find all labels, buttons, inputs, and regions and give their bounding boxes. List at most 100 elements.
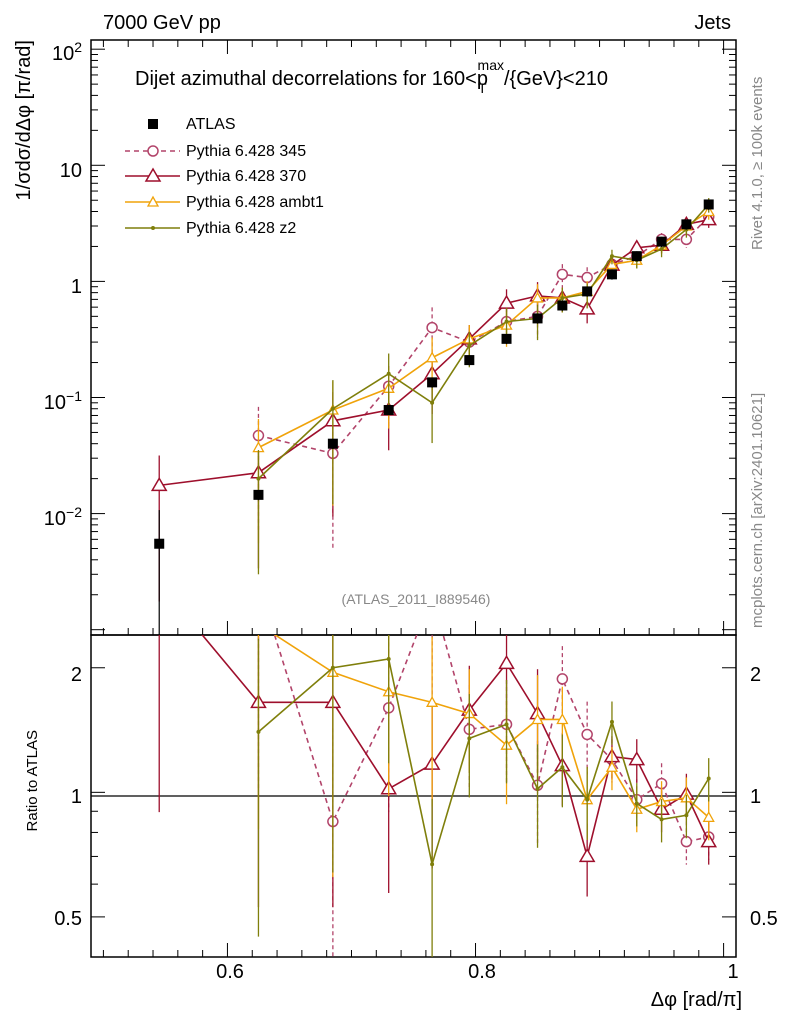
legend: ATLAS Pythia 6.428 345 Pythia 6.428 370 … <box>125 116 324 237</box>
ratio-line-z2 <box>257 658 710 865</box>
point-ambt1 <box>426 351 439 363</box>
ratio-tick-label-1-right: 1 <box>750 786 761 808</box>
plot-title: Dijet azimuthal decorrelations for 160<p… <box>135 57 608 96</box>
x-tick-label-0.8: 0.8 <box>468 961 496 983</box>
ratio-tick-label-1: 1 <box>71 786 82 808</box>
ratio-point-z2 <box>467 736 472 741</box>
ratio-point-370 <box>628 751 646 766</box>
ratio-point-370 <box>700 833 718 848</box>
ratio-point-z2 <box>504 722 509 727</box>
ratio-line-370 <box>201 635 710 860</box>
atlas-data-point <box>681 219 692 230</box>
point-z2 <box>256 476 261 481</box>
ratio-point-z2 <box>535 786 540 791</box>
ratio-point-370 <box>498 654 515 670</box>
atlas-data-point <box>631 251 642 262</box>
atlas-data-point <box>383 405 394 416</box>
legend-marker-370 <box>144 167 162 182</box>
atlas-data-point <box>427 377 438 388</box>
ratio-point-ambt1 <box>426 695 439 707</box>
ratio-point-ambt1 <box>531 713 544 725</box>
y-tick-label-0.1: 10−1 <box>44 388 82 414</box>
series-line-z2 <box>257 203 710 480</box>
ratio-point-z2 <box>609 719 614 724</box>
process-label: Jets <box>694 12 731 34</box>
ratio-tick-label-0.5-right: 0.5 <box>750 908 778 930</box>
ratio-tick-label-2: 2 <box>71 664 82 686</box>
y-tick-label-0.01: 10−2 <box>44 504 82 530</box>
ratio-point-z2 <box>430 862 435 867</box>
ratio-plot-series <box>158 578 718 957</box>
x-axis-title: Δφ [rad/π] <box>651 989 742 1011</box>
point-345 <box>426 321 438 334</box>
atlas-data-point <box>327 438 338 449</box>
point-z2 <box>659 247 664 252</box>
atlas-data-point <box>557 300 568 311</box>
series-line-370 <box>159 218 709 487</box>
legend-label-ambt1: Pythia 6.428 ambt1 <box>186 194 324 211</box>
point-z2 <box>430 400 435 405</box>
axis-ticks <box>91 40 736 957</box>
ratio-point-z2 <box>706 776 711 781</box>
atlas-data-point <box>464 355 475 366</box>
atlas-data-point <box>656 236 667 247</box>
ratio-point-ambt1 <box>605 760 619 772</box>
y-tick-label-100: 102 <box>52 39 82 65</box>
axis-tick-labels: 0.6 0.8 1 102 10 1 10−1 10−2 2 1 0.5 2 1… <box>44 39 778 983</box>
ratio-point-z2 <box>585 797 590 802</box>
legend-marker-z2 <box>151 226 155 230</box>
legend-label-345: Pythia 6.428 345 <box>186 143 306 160</box>
ratio-point-370 <box>578 847 596 863</box>
atlas-data-point <box>703 199 714 210</box>
ratio-line-ambt1 <box>273 635 710 818</box>
ratio-point-z2 <box>256 729 261 734</box>
atlas-data-point <box>532 313 543 324</box>
y-tick-label-10: 10 <box>60 160 82 182</box>
atlas-data-point <box>501 333 512 344</box>
ratio-point-z2 <box>659 817 664 822</box>
ratio-point-345 <box>253 578 263 588</box>
point-ambt1 <box>531 291 544 303</box>
side-info-bottom: mcplots.cern.ch [arXiv:2401.10621] <box>749 393 766 628</box>
main-plot-series <box>150 198 718 635</box>
ratio-tick-label-2-right: 2 <box>750 664 761 686</box>
ratio-point-z2 <box>684 813 689 818</box>
ratio-tick-label-0.5: 0.5 <box>54 908 82 930</box>
side-info-top: Rivet 4.1.0, ≥ 100k events <box>749 77 766 250</box>
ratio-point-ambt1 <box>702 811 715 823</box>
ratio-point-ambt1 <box>253 619 263 628</box>
ratio-point-z2 <box>330 665 335 670</box>
y-axis-title: 1/σdσ/dΔφ [π/rad] <box>13 40 35 200</box>
point-345 <box>581 271 593 284</box>
legend-marker-atlas <box>148 119 158 129</box>
analysis-id: (ATLAS_2011_I889546) <box>342 591 491 607</box>
ratio-point-345 <box>556 673 569 685</box>
atlas-data-point <box>253 489 264 500</box>
y-tick-label-1: 1 <box>71 276 82 298</box>
point-345 <box>556 268 569 281</box>
point-z2 <box>560 295 565 300</box>
ratio-point-z2 <box>634 801 639 806</box>
point-z2 <box>386 371 391 376</box>
ratio-point-z2 <box>386 656 391 661</box>
ratio-point-345 <box>581 728 593 741</box>
x-tick-label-1: 1 <box>727 961 738 983</box>
energy-label: 7000 GeV pp <box>103 12 221 34</box>
point-z2 <box>504 319 509 324</box>
ratio-axis-title: Ratio to ATLAS <box>24 730 41 831</box>
atlas-data-point <box>582 286 593 297</box>
ratio-point-ambt1 <box>556 713 569 725</box>
legend-marker-345 <box>147 145 159 157</box>
legend-marker-ambt1 <box>146 195 160 207</box>
legend-label-atlas: ATLAS <box>186 116 236 133</box>
x-tick-label-0.6: 0.6 <box>216 961 244 983</box>
atlas-data-point <box>606 269 617 280</box>
legend-label-z2: Pythia 6.428 z2 <box>186 220 296 237</box>
point-z2 <box>609 254 614 259</box>
ratio-point-z2 <box>560 765 565 770</box>
legend-label-370: Pythia 6.428 370 <box>186 168 306 185</box>
point-z2 <box>330 406 335 411</box>
atlas-data-point <box>154 538 165 549</box>
point-370 <box>150 476 168 492</box>
